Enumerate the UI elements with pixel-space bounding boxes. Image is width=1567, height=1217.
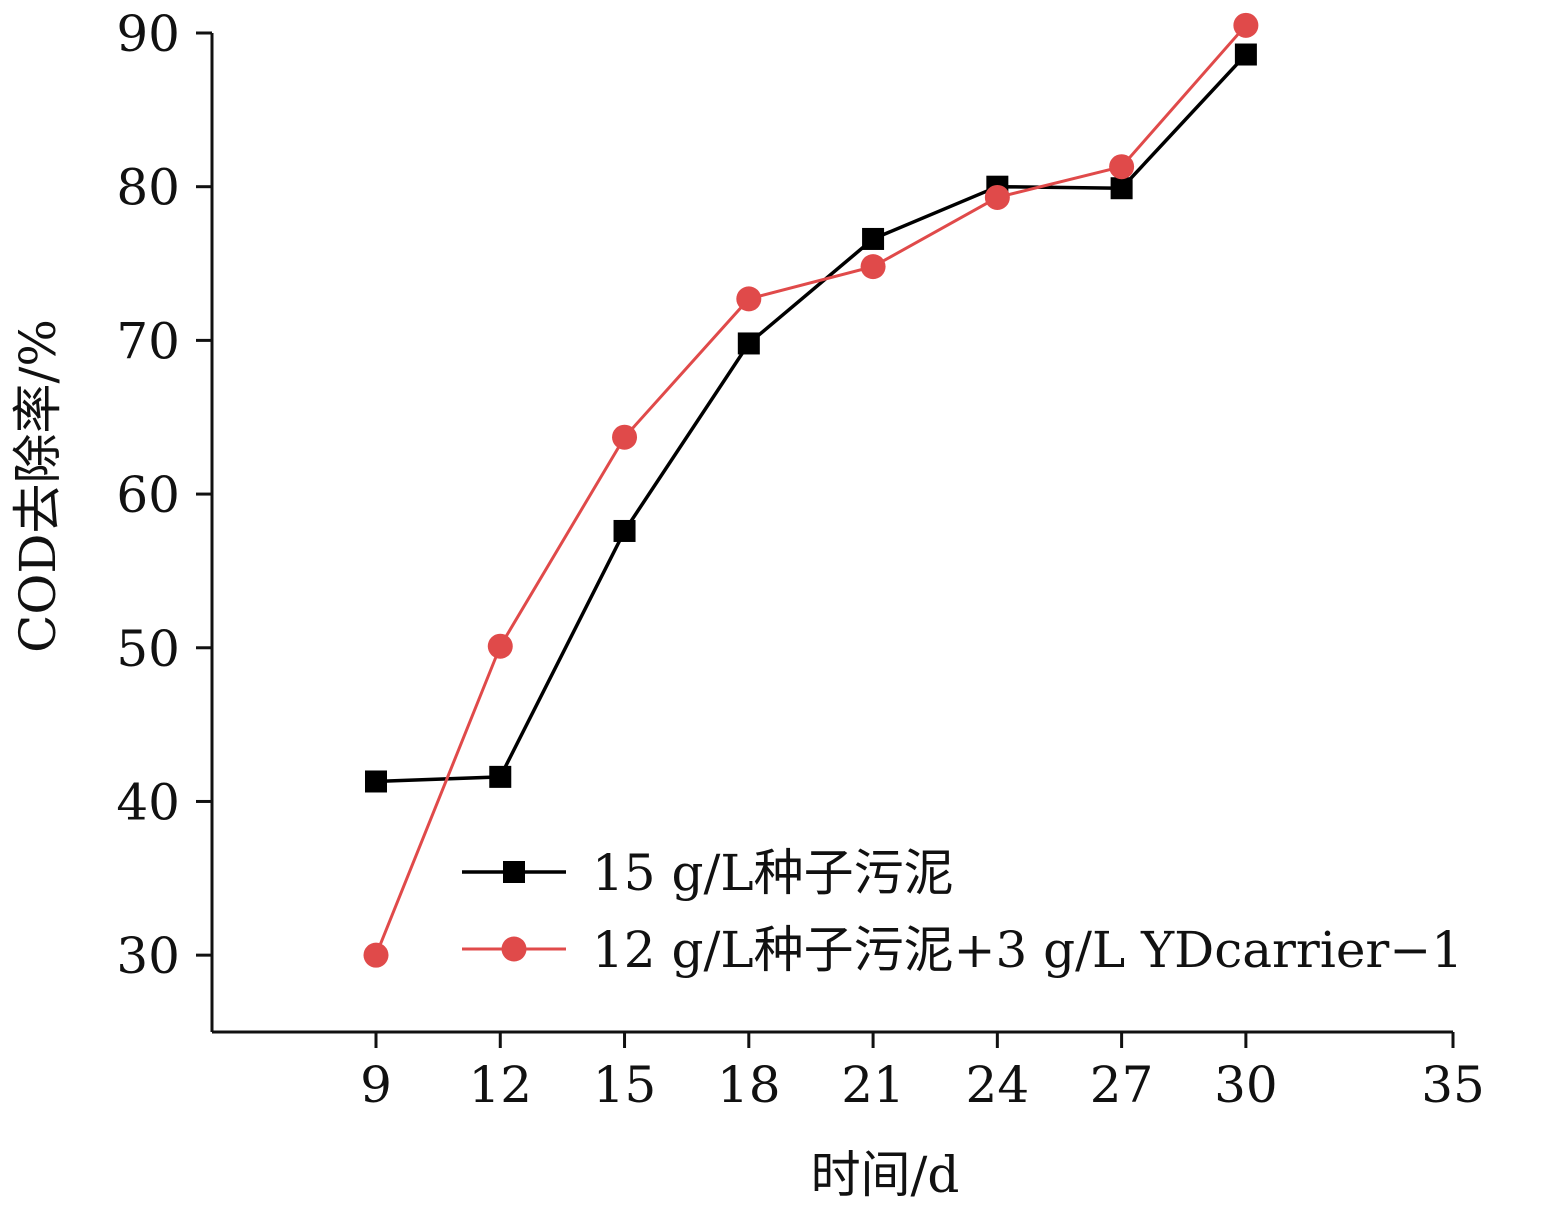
- data-point-square: [613, 519, 636, 542]
- data-point-circle: [363, 942, 389, 968]
- x-tick-label: 9: [360, 1056, 392, 1114]
- x-tick-label: 35: [1421, 1056, 1485, 1114]
- data-point-circle: [612, 424, 638, 450]
- data-point-circle: [984, 184, 1010, 210]
- data-point-square: [489, 765, 512, 788]
- data-point-square: [365, 770, 387, 793]
- data-point-circle: [860, 254, 886, 280]
- data-point-circle: [736, 286, 762, 312]
- y-tick-label: 40: [116, 773, 180, 831]
- y-tick-label: 60: [116, 466, 180, 524]
- series-line: [375, 53, 1248, 784]
- x-tick-label: 12: [468, 1056, 532, 1114]
- data-point-square: [862, 227, 885, 250]
- x-tick-label: 30: [1214, 1056, 1278, 1114]
- data-point-circle: [1233, 12, 1259, 38]
- y-tick-label: 80: [116, 159, 180, 217]
- y-tick-label: 30: [116, 927, 180, 985]
- legend-item-2: 12 g/L种子污泥+3 g/L YDcarrier−1: [462, 921, 1463, 979]
- y-tick-label: 50: [116, 620, 180, 678]
- data-point-square: [737, 332, 760, 355]
- axes: 30 40 50 60 70 80 90 9 12 15 18 21 24 27 30 35: [116, 5, 1484, 1114]
- y-axis-title: COD去除率/%: [9, 319, 67, 653]
- x-axis-title: 时间/d: [811, 1146, 960, 1204]
- data-point-circle: [1109, 154, 1135, 180]
- legend: 15 g/L种子污泥 12 g/L种子污泥+3 g/L YDcarrier−1: [462, 844, 1463, 979]
- series-2: [363, 12, 1259, 968]
- x-tick-label: 21: [841, 1056, 905, 1114]
- legend-marker-square: [503, 861, 525, 883]
- legend-label: 12 g/L种子污泥+3 g/L YDcarrier−1: [592, 921, 1463, 979]
- y-tick-label: 90: [116, 5, 180, 63]
- series-line: [374, 24, 1248, 956]
- legend-marker-circle: [501, 936, 527, 962]
- x-tick-label: 27: [1090, 1056, 1154, 1114]
- y-tick-label: 70: [116, 312, 180, 370]
- legend-item-1: 15 g/L种子污泥: [462, 844, 954, 902]
- x-tick-label: 18: [717, 1056, 781, 1114]
- legend-label: 15 g/L种子污泥: [592, 844, 954, 902]
- data-point-circle: [487, 633, 513, 659]
- series-layer: [363, 12, 1259, 968]
- data-point-square: [1234, 43, 1257, 66]
- x-tick-label: 15: [593, 1056, 657, 1114]
- x-tick-label: 24: [966, 1056, 1030, 1114]
- data-point-square: [1110, 177, 1133, 200]
